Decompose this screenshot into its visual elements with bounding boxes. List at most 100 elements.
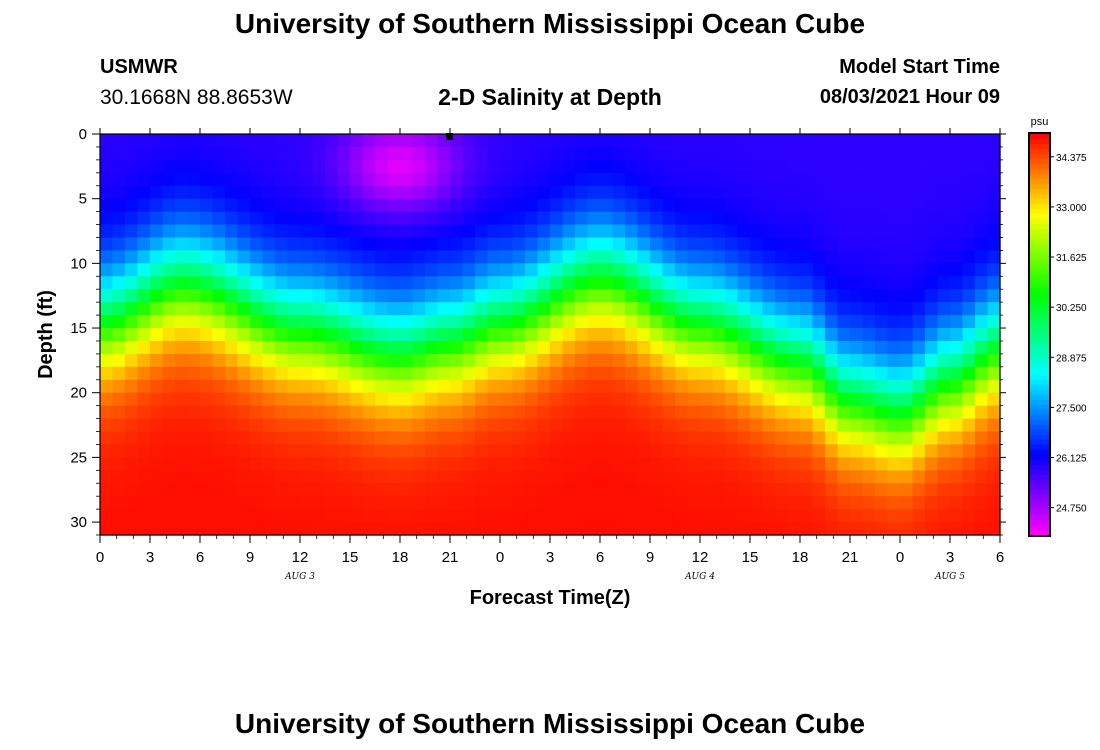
heatmap-cell (700, 263, 714, 277)
heatmap-cell (450, 237, 464, 252)
heatmap-cell (200, 496, 214, 510)
heatmap-cell (812, 185, 826, 200)
heatmap-cell (425, 315, 439, 329)
heatmap-cell (237, 159, 251, 174)
heatmap-cell (962, 353, 976, 368)
heatmap-cell (250, 496, 264, 510)
heatmap-cell (975, 405, 989, 420)
heatmap-cell (125, 185, 139, 200)
heatmap-cell (400, 276, 414, 290)
heatmap-cell (212, 146, 226, 161)
heatmap-cell (687, 185, 701, 200)
heatmap-cell (262, 496, 276, 510)
heatmap-cell (512, 289, 526, 303)
heatmap-cell (437, 289, 451, 303)
heatmap-cell (887, 250, 901, 264)
heatmap-cell (687, 289, 701, 303)
heatmap-cell (400, 444, 414, 458)
heatmap-cell (175, 302, 189, 316)
heatmap-cell (287, 392, 301, 407)
heatmap-cell (225, 198, 239, 213)
heatmap-cell (862, 250, 876, 264)
colorbar-swatch (1030, 334, 1049, 341)
heatmap-cell (487, 509, 501, 523)
colorbar-swatch (1030, 299, 1049, 306)
heatmap-cell (237, 146, 251, 161)
heatmap-cell (637, 483, 651, 497)
heatmap-cell (587, 211, 601, 226)
heatmap-cell (675, 340, 689, 355)
heatmap-cell (550, 366, 564, 381)
heatmap-cell (100, 379, 114, 394)
heatmap-cell (362, 366, 376, 381)
heatmap-cell (162, 353, 176, 368)
heatmap-cell (462, 444, 476, 458)
heatmap-cell (725, 159, 739, 174)
heatmap-cell (800, 483, 814, 497)
heatmap-cell (675, 431, 689, 446)
heatmap-cell (637, 159, 651, 174)
colorbar-swatch (1030, 194, 1049, 200)
heatmap-cell (537, 340, 551, 355)
heatmap-cell (925, 379, 939, 394)
heatmap-cell (450, 224, 464, 239)
heatmap-cell (550, 457, 564, 471)
heatmap-cell (812, 134, 826, 148)
heatmap-cell (600, 134, 614, 148)
heatmap-cell (900, 522, 914, 536)
heatmap-cell (837, 405, 851, 420)
heatmap-cell (625, 276, 639, 290)
heatmap-cell (312, 328, 326, 342)
heatmap-cell (375, 315, 389, 329)
heatmap-cell (700, 379, 714, 394)
heatmap-cell (750, 483, 764, 497)
heatmap-cell (112, 379, 126, 394)
heatmap-cell (200, 457, 214, 471)
heatmap-cell (325, 237, 339, 252)
heatmap-cell (687, 405, 701, 420)
heatmap-cell (550, 315, 564, 329)
heatmap-cell (487, 405, 501, 420)
heatmap-cell (262, 224, 276, 239)
heatmap-cell (962, 392, 976, 407)
heatmap-cell (737, 172, 751, 187)
heatmap-cell (825, 134, 839, 148)
heatmap-cell (300, 405, 314, 420)
heatmap-cell (837, 444, 851, 458)
heatmap-cell (975, 431, 989, 446)
heatmap-cell (625, 353, 639, 368)
heatmap-cell (612, 522, 626, 536)
heatmap-cell (662, 250, 676, 264)
heatmap-cell (550, 211, 564, 226)
heatmap-cell (662, 289, 676, 303)
heatmap-cell (412, 237, 426, 252)
colorbar-swatch (1030, 344, 1049, 351)
heatmap-cell (737, 470, 751, 484)
heatmap-cell (825, 509, 839, 523)
heatmap-cell (262, 263, 276, 277)
heatmap-cell (562, 392, 576, 407)
heatmap-cell (662, 444, 676, 458)
heatmap-cell (587, 237, 601, 252)
x-tick-label: 18 (792, 549, 809, 566)
heatmap-cell (412, 276, 426, 290)
heatmap-cell (687, 431, 701, 446)
heatmap-cell (125, 405, 139, 420)
heatmap-cell (950, 302, 964, 316)
heatmap-cell (450, 483, 464, 497)
heatmap-cell (462, 418, 476, 433)
heatmap-cell (675, 418, 689, 433)
heatmap-cell (600, 185, 614, 200)
heatmap-cell (462, 237, 476, 252)
heatmap-cell (525, 483, 539, 497)
heatmap-cell (987, 366, 1001, 381)
heatmap-cell (887, 418, 901, 433)
colorbar-swatch (1030, 514, 1049, 521)
heatmap-cell (237, 522, 251, 536)
heatmap-cell (350, 522, 364, 536)
heatmap-cell (525, 276, 539, 290)
heatmap-cell (312, 211, 326, 226)
heatmap-cell (587, 366, 601, 381)
heatmap-cell (200, 159, 214, 174)
heatmap-cell (862, 185, 876, 200)
